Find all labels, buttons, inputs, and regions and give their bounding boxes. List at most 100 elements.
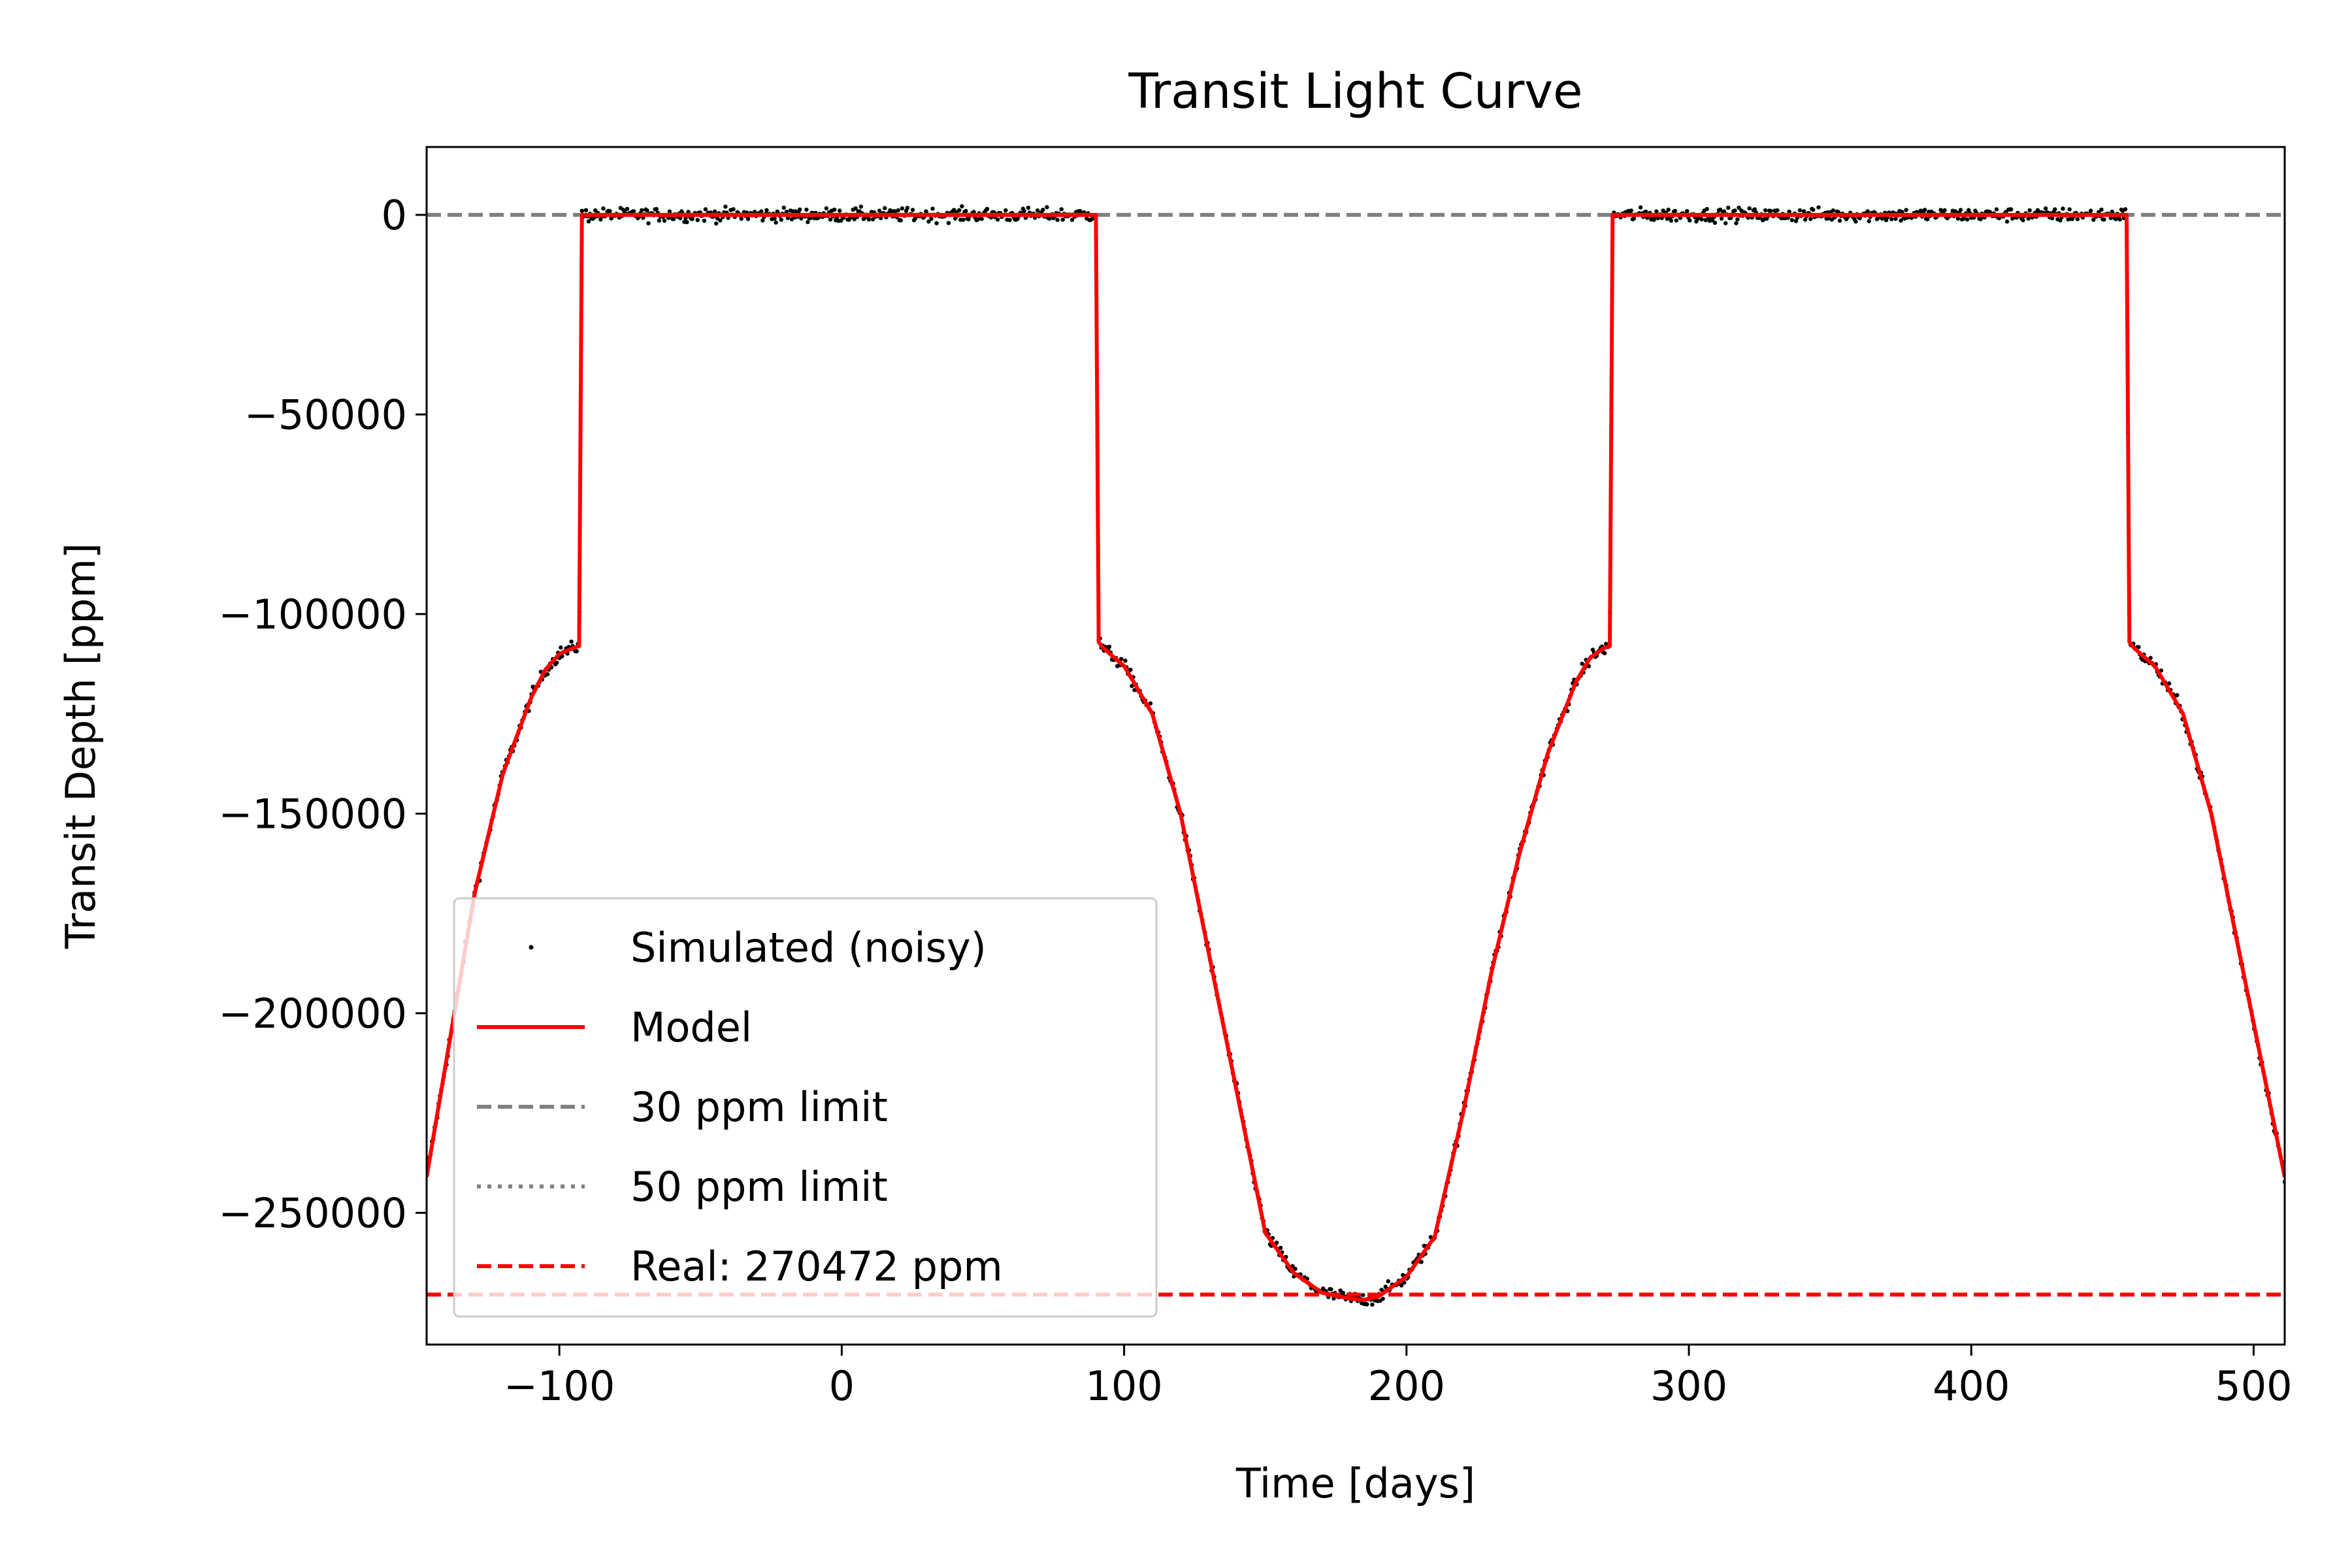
noisy-point [1904,208,1908,212]
noisy-point [975,217,980,222]
noisy-point [832,207,837,212]
noisy-point [1055,218,1060,222]
noisy-point [1899,218,1903,223]
noisy-point [580,208,584,213]
noisy-point [2102,217,2106,222]
noisy-point [1722,209,1727,214]
noisy-point [1631,216,1637,221]
noisy-point [2075,217,2080,221]
noisy-point [555,661,559,665]
noisy-point [1955,216,1961,221]
noisy-point [953,216,958,221]
x-tick-label: 300 [1650,1362,1727,1410]
noisy-point [583,208,589,212]
noisy-point [966,217,971,221]
noisy-point [1837,218,1842,223]
noisy-point [1737,205,1741,210]
legend: Simulated (noisy) Model 30 ppm limit 50 ppm… [453,897,1158,1318]
noisy-point [1889,217,1894,221]
noisy-point [1365,1302,1369,1307]
noisy-point [718,218,723,223]
noisy-point [1274,1240,1279,1245]
noisy-point [1004,208,1008,213]
noisy-point [654,206,659,212]
noisy-point [545,672,550,677]
noisy-point [1059,207,1064,212]
noisy-point [764,208,769,212]
noisy-point [853,206,858,211]
noisy-point [772,216,777,221]
noisy-point [723,204,728,209]
noisy-point [640,208,644,212]
noisy-point [879,216,883,220]
y-tick-label: −150000 [218,790,407,838]
legend-entry: Model [477,1004,752,1051]
legend-label: Model [630,1004,752,1051]
noisy-point [1123,659,1128,663]
noisy-point [760,218,765,223]
noisy-point [678,216,683,221]
noisy-point [1705,206,1709,212]
noisy-point [1735,217,1740,221]
noisy-point [2175,693,2180,698]
noisy-point [685,220,689,225]
noisy-point [690,217,694,221]
x-tick-label: 100 [1085,1362,1162,1410]
noisy-point [960,204,964,208]
noisy-point [961,218,966,222]
noisy-point [1925,217,1930,221]
legend-label: Real: 270472 ppm [630,1243,1003,1290]
plot-frame [425,146,2286,1346]
legend-entry: 50 ppm limit [477,1163,888,1211]
noisy-point [2043,206,2048,211]
noisy-point [2053,207,2057,212]
noisy-point [1769,208,1773,214]
noisy-point [1370,1302,1375,1307]
noisy-point [695,218,700,222]
noisy-point [1329,1287,1333,1292]
noisy-point [714,221,719,226]
noisy-point [2027,208,2032,213]
x-axis: −100 0 100 200 300 400 500 [504,1345,2293,1410]
noisy-point [930,206,935,211]
noisy-point [1659,216,1664,220]
noisy-point [1747,206,1752,210]
noisy-point [1942,208,1947,212]
noisy-point [712,209,717,214]
legend-entry: Simulated (noisy) [529,924,987,972]
noisy-point [1865,209,1870,214]
model-line [427,212,2285,1302]
noisy-point [1603,651,1607,655]
noisy-point [1688,218,1692,223]
noisy-point [1673,208,1678,214]
noisy-point [1685,209,1690,214]
noisy-point [1674,218,1679,223]
noisy-point [1922,208,1927,212]
noisy-point [1893,216,1898,221]
legend-label: Simulated (noisy) [630,924,987,972]
noisy-point [1644,209,1648,214]
noisy-point [1041,207,1045,212]
noisy-point [1808,216,1813,221]
noisy-point [1854,219,1858,224]
y-tick-label: −100000 [218,591,407,638]
noisy-point [1775,208,1780,213]
noisy-point [985,206,990,211]
noisy-point [804,207,809,212]
noisy-point [1965,217,1970,222]
noisy-point [957,208,962,212]
noisy-point [1789,218,1794,223]
noisy-point [1402,1280,1407,1285]
noisy-point [1419,1260,1424,1264]
noisy-point [995,217,1000,222]
y-tick-label: −200000 [218,990,407,1037]
noisy-point [929,216,934,221]
y-axis-label: Transit Depth [ppm] [57,543,105,949]
noisy-point [2021,218,2025,223]
noisy-point [1729,216,1733,220]
legend-entry: 30 ppm limit [477,1083,888,1131]
noisy-point [1107,644,1112,649]
noisy-point [1723,221,1728,225]
noisy-point [569,639,574,644]
noisy-point [1712,220,1718,225]
